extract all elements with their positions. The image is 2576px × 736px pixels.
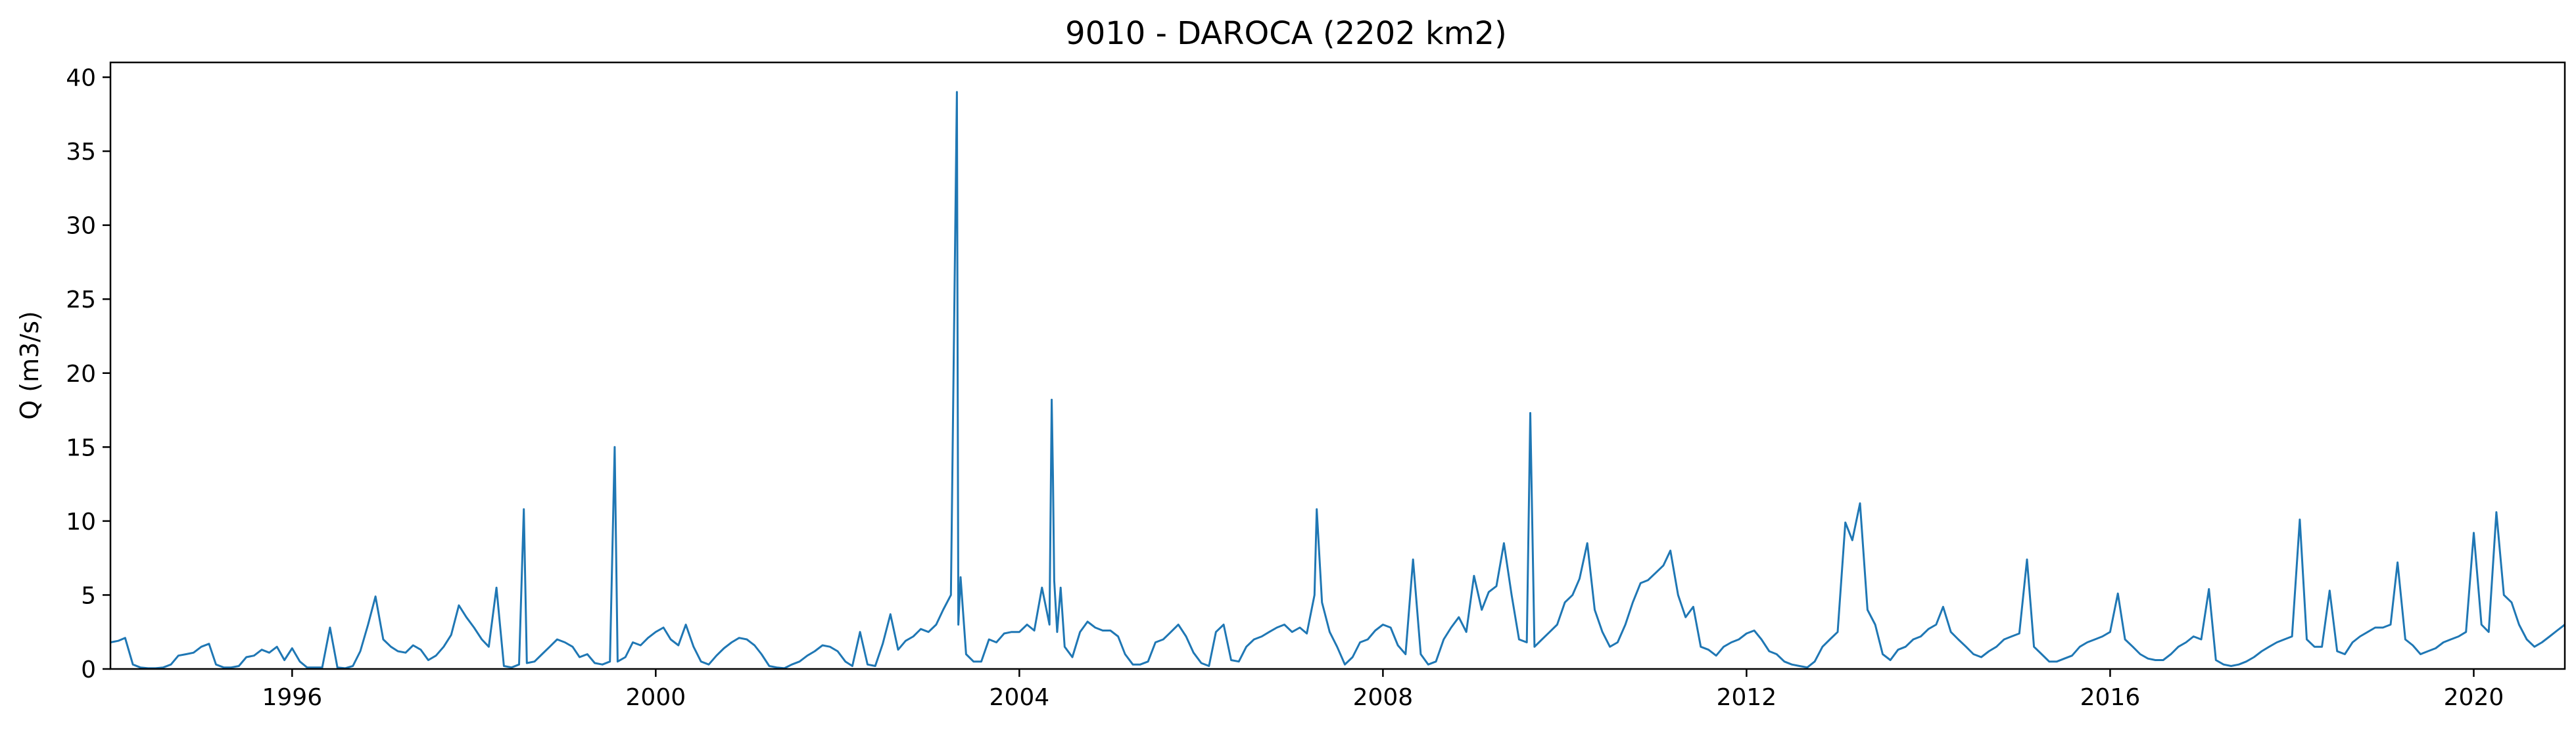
- y-tick-label-25: 25: [66, 287, 96, 313]
- y-tick-label-15: 15: [66, 434, 96, 461]
- x-tick-label-2008: 2008: [1353, 684, 1414, 711]
- x-tick-label-2016: 2016: [2080, 684, 2141, 711]
- x-tick-label-2000: 2000: [626, 684, 686, 711]
- y-tick-label-40: 40: [66, 65, 96, 92]
- y-tick-label-5: 5: [81, 582, 96, 609]
- x-tick-label-2004: 2004: [990, 684, 1050, 711]
- y-tick-label-30: 30: [66, 213, 96, 240]
- series-line: [110, 91, 2565, 670]
- y-axis-label: Q (m3/s): [15, 311, 44, 419]
- x-tick-label-1996: 1996: [262, 684, 323, 711]
- y-axis-ticks: 0 5 10 15 20 25 30 35 40: [66, 65, 110, 683]
- y-tick-label-35: 35: [66, 139, 96, 166]
- y-tick-label-20: 20: [66, 361, 96, 388]
- plot-area-frame: [109, 61, 2566, 670]
- y-tick-label-10: 10: [66, 509, 96, 536]
- x-tick-label-2012: 2012: [1717, 684, 1777, 711]
- chart-title: 9010 - DAROCA (2202 km2): [1065, 15, 1507, 52]
- x-axis-ticks: 1996 2000 2004 2008 2012 2016 2020: [262, 669, 2504, 711]
- x-tick-label-2020: 2020: [2444, 684, 2504, 711]
- y-tick-label-0: 0: [81, 656, 96, 683]
